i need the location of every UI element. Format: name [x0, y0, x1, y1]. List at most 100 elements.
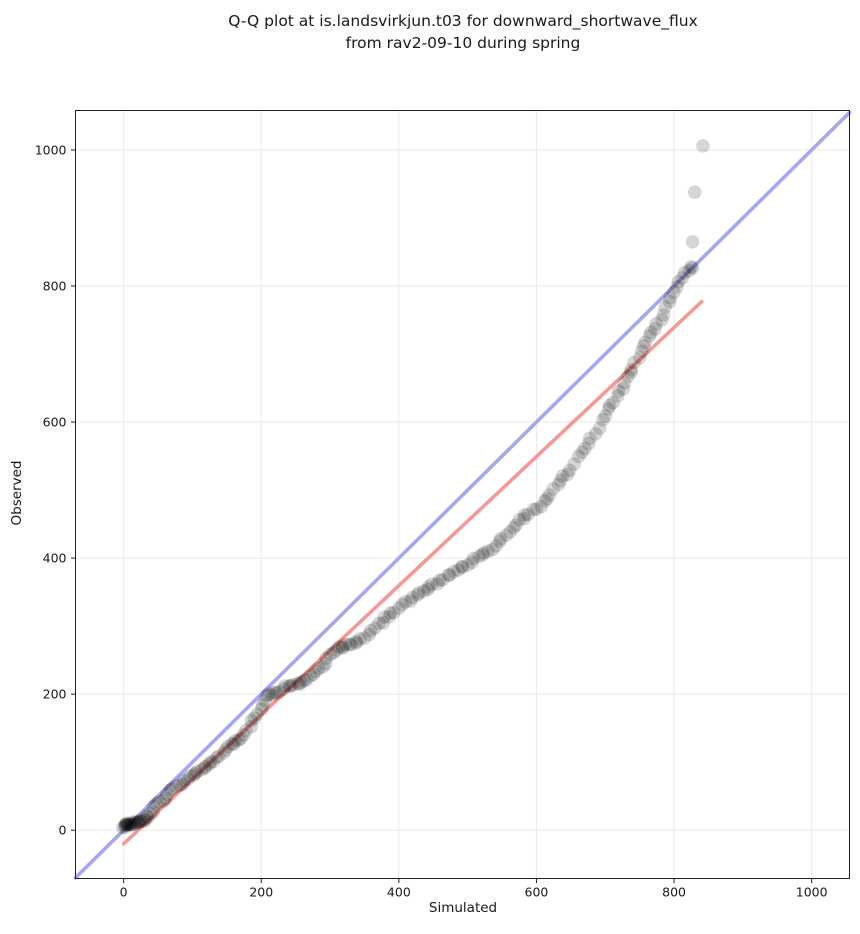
scatter-point: [627, 355, 641, 370]
scatter-point: [349, 634, 363, 649]
scatter-point: [507, 520, 521, 535]
identity-line: [73, 110, 852, 880]
scatter-point: [329, 643, 344, 657]
x-tick-label: 800: [662, 885, 686, 900]
scatter-point: [667, 285, 681, 299]
scatter-point: [335, 641, 350, 655]
scatter-point: [291, 676, 305, 690]
x-tick-label: 600: [525, 885, 549, 900]
scatter-point: [577, 441, 592, 456]
scatter-point: [335, 640, 350, 654]
scatter-point: [146, 799, 161, 813]
scatter-point: [247, 711, 262, 726]
scatter-point: [244, 719, 259, 734]
y-tick-label: 200: [43, 687, 67, 702]
scatter-point: [670, 280, 684, 294]
scatter-point: [218, 742, 233, 757]
scatter-point: [383, 606, 398, 620]
scatter-point: [319, 651, 333, 666]
scatter-point: [188, 766, 202, 781]
scatter-point: [540, 492, 554, 506]
scatter-point: [297, 673, 312, 688]
scatter-point: [509, 518, 523, 532]
outlier-point: [687, 185, 702, 199]
scatter-point: [187, 768, 201, 782]
scatter-point: [441, 568, 456, 582]
scatter-point: [294, 675, 308, 689]
scatter-point: [194, 763, 209, 777]
scatter-point: [648, 322, 662, 336]
scatter-point: [684, 260, 698, 274]
scatter-point: [138, 813, 153, 827]
scatter-point: [285, 678, 300, 692]
scatter-point: [209, 750, 224, 765]
scatter-point: [118, 818, 133, 833]
scatter-point: [119, 818, 134, 832]
scatter-point: [493, 534, 507, 549]
scatter-point: [234, 731, 248, 746]
scatter-point: [638, 335, 653, 350]
scatter-point: [239, 723, 253, 738]
scatter-point: [387, 605, 401, 620]
y-tick-label: 1000: [35, 142, 67, 157]
scatter-point: [542, 488, 557, 502]
scatter-point: [442, 568, 457, 582]
scatter-point: [417, 584, 431, 598]
scatter-point: [512, 512, 526, 527]
scatter-point: [421, 582, 435, 597]
scatter-point: [675, 271, 690, 285]
scatter-point: [592, 421, 607, 436]
scatter-point: [489, 539, 503, 553]
scatter-point: [211, 749, 226, 763]
scatter-point: [611, 384, 626, 398]
scatter-point: [575, 445, 589, 460]
scatter-point: [318, 656, 333, 671]
scatter-point: [682, 263, 696, 278]
scatter-point: [455, 560, 470, 574]
x-tick-label: 1000: [796, 885, 828, 900]
scatter-point: [206, 755, 220, 769]
scatter-point: [269, 685, 283, 700]
chart-title-line-2: from rav2-09-10 during spring: [345, 34, 581, 52]
scatter-point: [316, 659, 331, 674]
scatter-point: [306, 667, 321, 682]
scatter-point: [642, 329, 657, 343]
scatter-point: [372, 616, 386, 631]
scatter-point: [131, 815, 145, 830]
scatter-point: [485, 542, 500, 557]
scatter-point: [176, 777, 190, 791]
scatter-point: [127, 817, 142, 831]
scatter-point: [236, 728, 251, 742]
grid-group: [75, 110, 850, 879]
outlier-point: [685, 234, 700, 249]
y-tick-label: 400: [43, 551, 67, 566]
scatter-point: [124, 817, 139, 832]
scatter-point: [276, 682, 291, 696]
scatter-point: [392, 601, 406, 616]
scatter-point: [606, 395, 620, 410]
scatter-point: [430, 576, 445, 591]
scatter-point: [656, 307, 671, 322]
scatter-point: [121, 817, 135, 832]
scatter-point: [634, 344, 649, 359]
scatter-point: [655, 312, 669, 327]
scatter-point: [475, 548, 490, 562]
scatter-point: [602, 398, 617, 413]
scatter-point: [332, 640, 346, 654]
scatter-point: [202, 757, 216, 772]
scatter-point: [560, 467, 575, 482]
scatter-point: [621, 369, 635, 384]
scatter-point: [139, 809, 154, 824]
scatter-point: [303, 669, 318, 683]
scatter-point: [255, 698, 270, 712]
scatter-point: [376, 616, 390, 630]
scatter-point: [662, 294, 677, 309]
scatter-point: [267, 685, 281, 700]
scatter-point: [342, 637, 357, 652]
scatter-point: [120, 817, 135, 832]
scatter-point: [481, 544, 495, 558]
scatter-point: [551, 477, 566, 492]
scatter-point: [567, 457, 581, 471]
scatter-point: [398, 594, 413, 609]
scatter-point: [160, 787, 174, 801]
